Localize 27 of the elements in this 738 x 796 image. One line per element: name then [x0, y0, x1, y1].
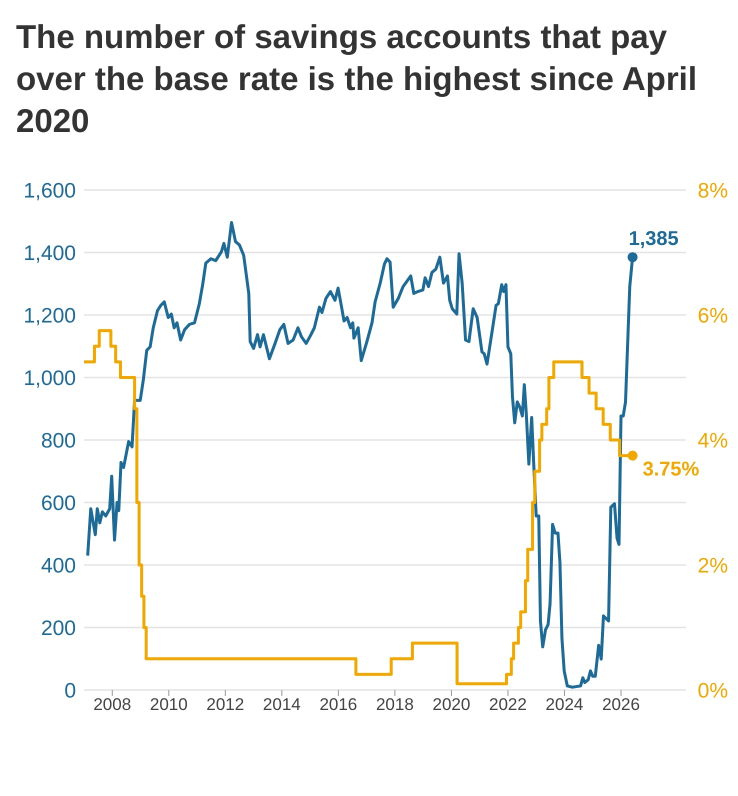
y-tick-label: 1,600	[23, 179, 76, 202]
x-tick-label: 2022	[489, 695, 527, 714]
y-tick-label: 1,200	[23, 304, 76, 328]
data-label: 3.75%	[642, 458, 700, 481]
x-tick-label: 2012	[206, 695, 244, 714]
data-label: 1,385	[628, 228, 679, 250]
y-tick-label: 800	[40, 429, 76, 452]
y2-tick-label: 8%	[698, 179, 728, 202]
x-tick-label: 2008	[93, 695, 132, 714]
y2-tick-label: 0%	[698, 679, 728, 702]
x-tick-label: 2016	[319, 695, 358, 714]
x-tick-label: 2020	[432, 695, 470, 714]
y-tick-label: 200	[40, 616, 76, 640]
y-tick-label: 0	[64, 679, 76, 702]
y2-tick-label: 6%	[698, 304, 728, 328]
y2-tick-label: 4%	[698, 429, 728, 452]
x-tick-label: 2010	[150, 695, 188, 714]
chart-title: The number of savings accounts that pay over the base rate is the highest since April 2020	[16, 18, 697, 139]
x-tick-label: 2018	[376, 695, 414, 714]
x-tick-label: 2024	[546, 695, 584, 714]
x-tick-label: 2026	[602, 695, 640, 714]
x-tick-label: 2014	[262, 695, 301, 714]
y-tick-label: 1,400	[23, 242, 76, 265]
y-tick-label: 1,000	[23, 366, 76, 390]
y-tick-label: 600	[40, 492, 76, 515]
y-tick-label: 400	[40, 554, 76, 578]
y2-tick-label: 2%	[698, 554, 728, 578]
